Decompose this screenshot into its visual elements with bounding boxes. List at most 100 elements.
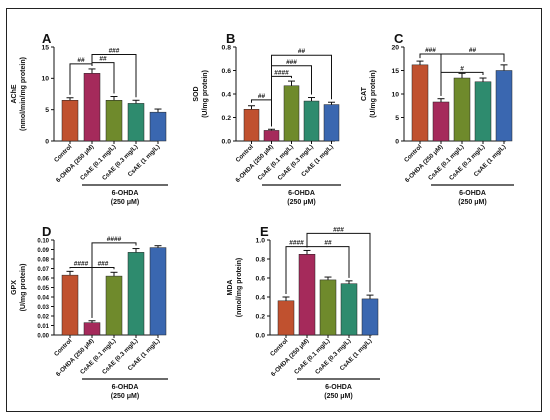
x-tick-label: Control: [269, 337, 290, 358]
bar: [105, 275, 123, 336]
bar: [283, 85, 300, 142]
y-tick-label: 0.2: [256, 313, 266, 320]
y-tick-label: 5: [395, 115, 399, 122]
significance-label: ###: [286, 59, 297, 66]
y-axis-label: (U/mg protein): [20, 264, 27, 312]
chart-panel-d: D 0.00 0.01 0.02 0.03 0.04 0.05 0.06 0.07 0.08 0.0…: [11, 224, 168, 400]
significance-label: #: [460, 65, 464, 72]
y-tick-label: 0.6: [256, 275, 266, 282]
y-tick-label: 5: [45, 107, 49, 114]
y-tick-label: 0.2: [222, 115, 232, 122]
x-tick-label: 6-OHDA (250 μM): [270, 337, 311, 378]
significance-bracket: [306, 232, 371, 293]
bar: [127, 103, 145, 142]
y-axis-label: (nmol/min/mg protein): [20, 57, 27, 131]
bar: [474, 81, 492, 142]
group-label: (250 μM): [324, 393, 352, 400]
bar: [127, 252, 145, 336]
group-label: 6-OHDA: [459, 190, 486, 197]
y-tick-label: 0.07: [37, 267, 49, 273]
y-tick-label: 0: [45, 138, 49, 145]
y-tick-label: 15: [41, 44, 49, 51]
y-tick-label: 1.0: [256, 237, 266, 244]
y-axis-label: (nmol/mg protein): [236, 258, 243, 318]
chart-panel-c: C 0 5 10 15 20 CAT (U/mg protein) Control6-OHDA …: [361, 31, 514, 206]
y-tick-label: 0.10: [37, 238, 49, 244]
group-label: (250 μM): [111, 199, 139, 206]
x-tick-label: CsAE (0.3 mg/L): [276, 143, 315, 182]
bar: [263, 130, 280, 142]
y-tick-label: 0.01: [37, 324, 49, 330]
panel-label: E: [260, 224, 269, 239]
group-label: (250 μM): [111, 393, 139, 400]
bar: [61, 274, 79, 336]
bar: [303, 100, 320, 142]
y-tick-label: 0.05: [37, 286, 49, 292]
y-axis-label: (U/mg protein): [202, 70, 209, 118]
significance-label: ###: [98, 261, 109, 268]
panel-label: D: [42, 224, 51, 239]
bar: [361, 298, 379, 336]
bar: [83, 322, 101, 336]
figure-border: [6, 8, 542, 412]
y-tick-label: 0.0: [256, 332, 266, 339]
significance-label: ##: [77, 57, 85, 64]
y-tick-label: 0.00: [37, 333, 49, 339]
significance-bracket: [440, 53, 505, 96]
group-label: (250 μM): [458, 199, 486, 206]
y-axis-label: SOD: [193, 86, 200, 101]
y-axis-label: (U/mg protein): [370, 70, 377, 118]
y-tick-label: 0.03: [37, 305, 49, 311]
y-tick-label: 0.4: [256, 294, 266, 301]
x-tick-label: 6-OHDA (250 μM): [55, 143, 96, 184]
x-tick-label: CsAE (0.1 mg/L): [256, 143, 295, 182]
group-label: 6-OHDA: [288, 190, 315, 197]
bar: [495, 70, 513, 142]
y-tick-label: 10: [391, 91, 399, 98]
significance-label: ###: [333, 226, 344, 233]
y-tick-label: 15: [391, 68, 399, 75]
bar: [149, 111, 167, 142]
significance-bracket: [91, 54, 137, 98]
y-tick-label: 0.09: [37, 248, 49, 254]
significance-label: ####: [107, 236, 122, 243]
group-label: 6-OHDA: [325, 384, 352, 391]
y-axis-label: AChE: [11, 84, 18, 103]
bar: [453, 77, 471, 142]
y-tick-label: 0.04: [37, 295, 49, 301]
significance-label: ##: [298, 48, 306, 55]
significance-label: ####: [289, 240, 304, 247]
significance-label: ###: [109, 48, 120, 55]
panel-label: A: [42, 31, 52, 46]
bar: [340, 283, 358, 336]
significance-label: ##: [99, 56, 107, 63]
group-label: (250 μM): [287, 199, 315, 206]
significance-label: ####: [274, 69, 289, 76]
panel-label: B: [226, 31, 235, 46]
bar: [277, 300, 295, 336]
bar: [83, 73, 101, 142]
panel-label: C: [394, 31, 404, 46]
x-tick-label: 6-OHDA (250 μM): [55, 337, 96, 378]
group-label: 6-OHDA: [112, 384, 139, 391]
significance-label: ##: [324, 240, 332, 247]
significance-label: ####: [74, 261, 89, 268]
y-axis-label: MDA: [227, 280, 234, 296]
significance-bracket: [271, 54, 332, 127]
x-tick-label: Control: [53, 337, 74, 358]
bar: [149, 247, 167, 336]
significance-label: ##: [469, 47, 477, 54]
y-tick-label: 0.0: [222, 138, 232, 145]
y-tick-label: 20: [391, 44, 399, 51]
y-tick-label: 0.08: [37, 257, 49, 263]
y-tick-label: 0.02: [37, 314, 49, 320]
y-tick-label: 0.4: [222, 91, 232, 98]
y-tick-label: 0.6: [222, 68, 232, 75]
significance-label: ###: [425, 47, 436, 54]
bar: [243, 109, 260, 142]
y-tick-label: 0: [395, 138, 399, 145]
significance-label: ##: [258, 93, 266, 100]
